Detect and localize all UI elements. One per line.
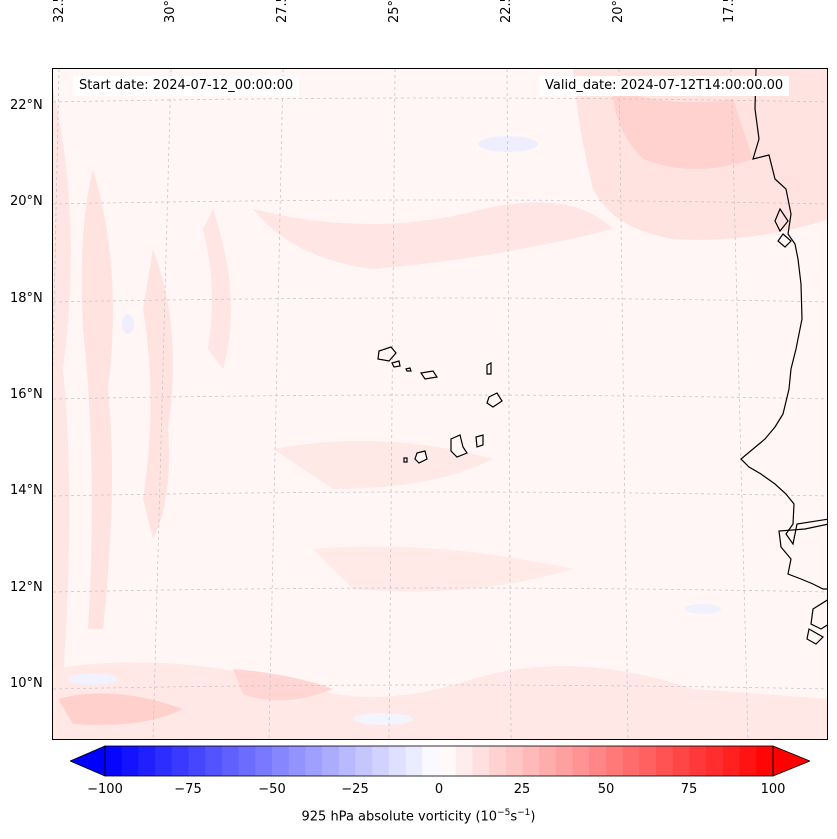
lat-label: 20°N bbox=[10, 194, 43, 209]
colorbar-tick-label: 0 bbox=[434, 782, 444, 797]
colorbar-cell bbox=[505, 746, 524, 776]
colorbar bbox=[70, 745, 810, 777]
lat-label: 22°N bbox=[10, 98, 43, 113]
colorbar-cell bbox=[138, 746, 156, 776]
lon-label: 20°W bbox=[611, 0, 626, 23]
colorbar-cell bbox=[322, 746, 340, 776]
colorbar-cell bbox=[455, 746, 473, 776]
colorbar-cell bbox=[572, 746, 590, 776]
colorbar-cell bbox=[622, 746, 640, 776]
colorbar-cell bbox=[105, 746, 123, 776]
colorbar-extend-low bbox=[70, 745, 106, 777]
lon-label: 32.5°W bbox=[52, 0, 67, 23]
colorbar-cell bbox=[338, 746, 357, 776]
colorbar-cell bbox=[706, 746, 724, 776]
cape-verde-islands bbox=[377, 346, 503, 464]
colorbar-cell bbox=[372, 746, 390, 776]
colorbar-cell bbox=[155, 746, 173, 776]
lon-label: 25°W bbox=[387, 0, 402, 23]
colorbar-outline bbox=[104, 745, 774, 777]
colorbar-title-close: ) bbox=[530, 809, 536, 825]
colorbar-cell bbox=[272, 746, 290, 776]
colorbar-cell bbox=[388, 746, 407, 776]
colorbar-title-exp1: −5 bbox=[497, 808, 511, 818]
colorbar-cell bbox=[739, 746, 757, 776]
colorbar-cell bbox=[606, 746, 624, 776]
colorbar-cell bbox=[555, 746, 574, 776]
lon-label: 17.5°W bbox=[722, 0, 737, 23]
graticule bbox=[53, 69, 827, 739]
lon-label: 30°W bbox=[163, 0, 178, 23]
colorbar-title: 925 hPa absolute vorticity (10−5s−1) bbox=[0, 808, 837, 824]
lat-label: 16°N bbox=[10, 387, 43, 402]
colorbar-title-exp2: −1 bbox=[517, 808, 531, 818]
lon-label: 22.5°W bbox=[499, 0, 514, 23]
colorbar-cell bbox=[689, 746, 707, 776]
lon-label: 27.5°W bbox=[275, 0, 290, 23]
colorbar-tick-label: −50 bbox=[258, 782, 286, 797]
vorticity-field-map bbox=[53, 69, 827, 739]
colorbar-cell bbox=[472, 746, 490, 776]
colorbar-cell bbox=[656, 746, 674, 776]
colorbar-cell bbox=[639, 746, 657, 776]
colorbar-cell bbox=[672, 746, 691, 776]
lat-label: 14°N bbox=[10, 483, 43, 498]
colorbar-cells bbox=[105, 746, 774, 776]
colorbar-cell bbox=[121, 746, 139, 776]
colorbar-cell bbox=[221, 746, 240, 776]
colorbar-tick-label: −25 bbox=[341, 782, 369, 797]
map-panel[interactable] bbox=[52, 68, 828, 740]
colorbar-cell bbox=[439, 746, 457, 776]
colorbar-tick-label: 50 bbox=[597, 782, 615, 797]
colorbar-cell bbox=[205, 746, 223, 776]
start-date-label: Start date: 2024-07-12_00:00:00 bbox=[73, 76, 300, 96]
lat-label: 18°N bbox=[10, 291, 43, 306]
colorbar-cell bbox=[539, 746, 557, 776]
colorbar-tick-label: −100 bbox=[87, 782, 123, 797]
colorbar-cell bbox=[238, 746, 256, 776]
lat-label: 10°N bbox=[10, 676, 43, 691]
colorbar-cell bbox=[305, 746, 323, 776]
colorbar-cell bbox=[522, 746, 540, 776]
african-coastline bbox=[740, 69, 827, 645]
colorbar-cell bbox=[288, 746, 306, 776]
colorbar-tick-label: 75 bbox=[680, 782, 698, 797]
colorbar-cell bbox=[722, 746, 741, 776]
colorbar-extend-high bbox=[772, 745, 810, 777]
colorbar-cell bbox=[422, 746, 440, 776]
colorbar-tick-label: 100 bbox=[760, 782, 786, 797]
colorbar-cell bbox=[589, 746, 607, 776]
colorbar-tick-label: 25 bbox=[513, 782, 531, 797]
valid-date-label: Valid_date: 2024-07-12T14:00:00.00 bbox=[539, 76, 790, 96]
colorbar-title-text: 925 hPa absolute vorticity (10 bbox=[301, 809, 498, 825]
colorbar-cell bbox=[756, 746, 774, 776]
colorbar-cell bbox=[355, 746, 373, 776]
vorticity-field bbox=[53, 69, 827, 739]
colorbar-cell bbox=[171, 746, 190, 776]
colorbar-title-unit: s bbox=[510, 809, 518, 825]
colorbar-tick-label: −75 bbox=[174, 782, 202, 797]
colorbar-cell bbox=[188, 746, 206, 776]
colorbar-cell bbox=[489, 746, 507, 776]
colorbar-cell bbox=[255, 746, 273, 776]
colorbar-cell bbox=[405, 746, 423, 776]
lat-label: 12°N bbox=[10, 580, 43, 595]
